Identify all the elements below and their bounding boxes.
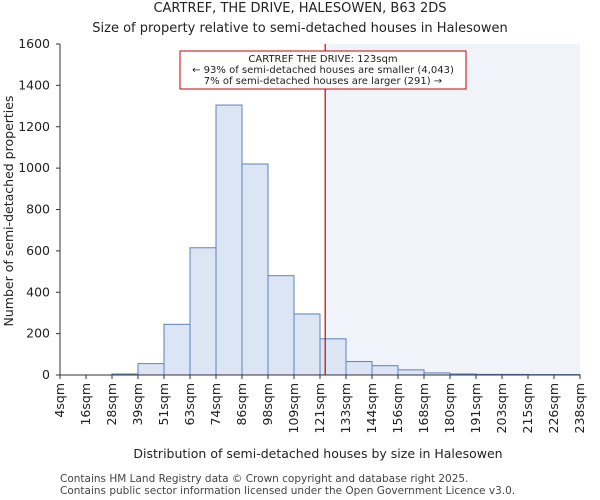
bar-98sqm bbox=[267, 275, 295, 376]
bar-74sqm bbox=[215, 104, 243, 376]
x-tick-label: 121sqm bbox=[312, 383, 327, 433]
x-tick-label: 86sqm bbox=[234, 383, 249, 426]
y-axis-ticks: 0 200 400 600 800 1000 1200 1400 1600 bbox=[18, 36, 60, 382]
y-tick-label: 1200 bbox=[18, 119, 50, 134]
x-tick-label: 28sqm bbox=[104, 383, 119, 426]
x-axis-label: Distribution of semi-detached houses by … bbox=[133, 446, 502, 461]
y-tick-label: 1400 bbox=[18, 77, 50, 92]
bar-109sqm bbox=[293, 313, 321, 376]
bar-39sqm bbox=[137, 363, 165, 376]
annotation-line-3: 7% of semi-detached houses are larger (2… bbox=[204, 76, 442, 87]
annotation-line-1: CARTREF THE DRIVE: 123sqm bbox=[248, 54, 397, 65]
x-tick-label: 203sqm bbox=[494, 383, 509, 433]
bar-121sqm bbox=[319, 338, 347, 376]
footer-licence: Contains public sector information licen… bbox=[60, 485, 515, 497]
x-tick-label: 133sqm bbox=[338, 383, 353, 433]
annotation-box: CARTREF THE DRIVE: 123sqm ← 93% of semi-… bbox=[179, 50, 467, 90]
footer-copyright: Contains HM Land Registry data © Crown c… bbox=[60, 473, 468, 485]
bar-156sqm bbox=[397, 369, 425, 376]
x-tick-label: 215sqm bbox=[520, 383, 535, 433]
x-tick-label: 4sqm bbox=[52, 383, 67, 418]
annotation-box-border bbox=[179, 50, 467, 90]
bars-group bbox=[111, 104, 581, 376]
bar-63sqm bbox=[189, 247, 217, 376]
y-tick-label: 1600 bbox=[18, 36, 50, 51]
bar-133sqm bbox=[345, 361, 373, 376]
x-tick-label: 238sqm bbox=[572, 383, 587, 433]
larger-properties-shading bbox=[325, 44, 580, 375]
x-tick-label: 168sqm bbox=[416, 383, 431, 433]
y-tick-label: 400 bbox=[26, 284, 50, 299]
axes bbox=[59, 44, 580, 376]
bar-144sqm bbox=[371, 365, 399, 376]
x-tick-label: 63sqm bbox=[182, 383, 197, 426]
y-tick-label: 800 bbox=[26, 202, 50, 217]
chart-title: CARTREF, THE DRIVE, HALESOWEN, B63 2DS bbox=[153, 1, 446, 16]
x-tick-label: 98sqm bbox=[260, 383, 275, 426]
x-tick-label: 74sqm bbox=[208, 383, 223, 426]
x-tick-label: 16sqm bbox=[78, 383, 93, 426]
x-tick-label: 51sqm bbox=[156, 383, 171, 426]
x-tick-label: 226sqm bbox=[546, 383, 561, 433]
x-axis-ticks: 4sqm 16sqm 28sqm 39sqm 51sqm 63sqm 74sqm 86sqm 9… bbox=[52, 375, 587, 433]
chart-subtitle: Size of property relative to semi-detach… bbox=[92, 21, 507, 36]
x-tick-label: 39sqm bbox=[130, 383, 145, 426]
y-axis-label: Number of semi-detached properties bbox=[1, 96, 16, 327]
y-tick-label: 200 bbox=[26, 326, 50, 341]
bar-86sqm bbox=[241, 163, 269, 376]
y-tick-label: 0 bbox=[42, 367, 50, 382]
y-tick-label: 1000 bbox=[18, 160, 50, 175]
bar-51sqm bbox=[163, 323, 191, 376]
y-tick-label: 600 bbox=[26, 243, 50, 258]
x-tick-label: 109sqm bbox=[286, 383, 301, 433]
x-tick-label: 144sqm bbox=[364, 383, 379, 433]
x-tick-label: 180sqm bbox=[442, 383, 457, 433]
x-tick-label: 191sqm bbox=[468, 383, 483, 433]
annotation-line-2: ← 93% of semi-detached houses are smalle… bbox=[192, 65, 454, 76]
x-tick-label: 156sqm bbox=[390, 383, 405, 433]
